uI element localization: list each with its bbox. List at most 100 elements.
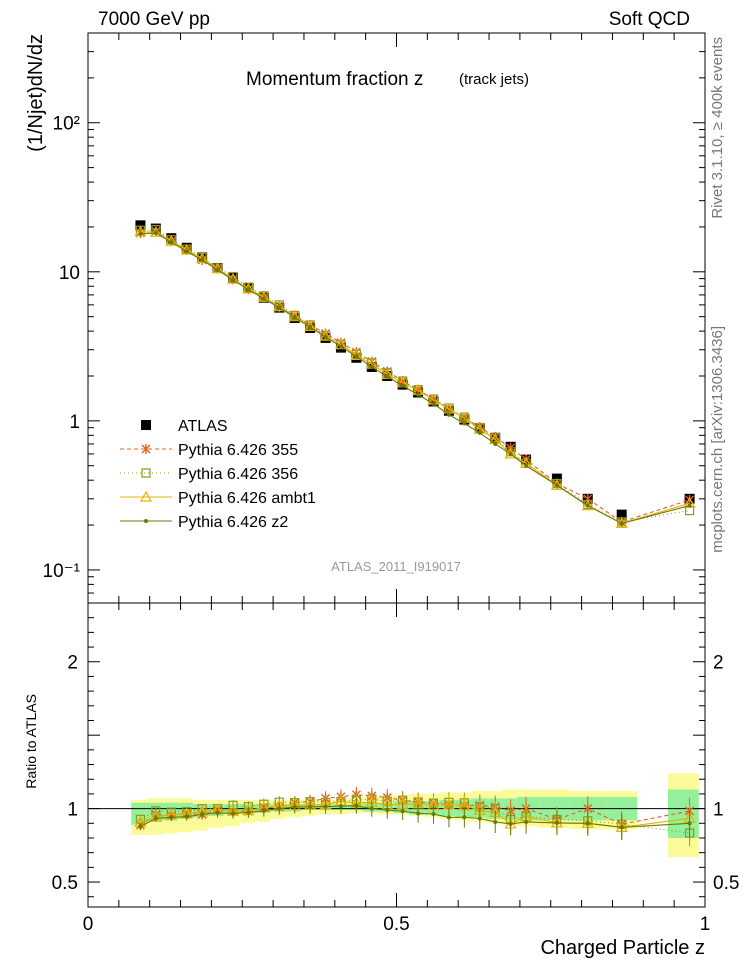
- ratio-4-point: [153, 816, 158, 821]
- ratio-4-point: [138, 824, 143, 829]
- band-green: [667, 789, 699, 838]
- series-0-point: [135, 220, 146, 231]
- series-4-point: [138, 231, 143, 236]
- series-4-point: [153, 231, 158, 236]
- ratio-4-point: [323, 804, 328, 809]
- series-4-point: [323, 335, 328, 340]
- chart-subtitle: (track jets): [459, 71, 529, 88]
- ratio-4-point: [230, 811, 235, 816]
- legend-label: Pythia 6.426 355: [178, 442, 298, 459]
- legend-label: ATLAS: [178, 418, 228, 435]
- series-4-point: [687, 503, 692, 508]
- x-tick-label: 0.5: [383, 914, 409, 935]
- legend-marker: [141, 468, 151, 478]
- ratio-y-tick-label: 1: [67, 800, 78, 821]
- ratio-4-point: [261, 808, 266, 813]
- series-3-point: [196, 252, 209, 264]
- series-4-point: [215, 267, 220, 272]
- category-label: Soft QCD: [609, 9, 690, 30]
- x-tick-label: 0: [83, 914, 94, 935]
- band-green: [362, 802, 378, 812]
- series-4-point: [493, 441, 498, 446]
- series-3-point: [504, 447, 517, 459]
- series-4-point: [369, 364, 374, 369]
- series-line-2: [140, 229, 690, 523]
- ratio-4-point: [200, 812, 205, 817]
- ratio-y-tick-label: 0.5: [52, 873, 78, 894]
- ratio-4-point: [338, 804, 343, 809]
- series-4-point: [524, 463, 529, 468]
- chart-title: Momentum fraction z: [246, 69, 423, 90]
- ratio-4-point: [292, 805, 297, 810]
- y-axis-label: (1/Njet)dN/dz: [25, 34, 47, 152]
- band-green: [393, 801, 409, 814]
- series-3-point: [149, 226, 162, 237]
- series-3-point: [550, 478, 563, 490]
- series-4-point: [554, 483, 559, 488]
- ratio-y-tick-label: 2: [67, 653, 78, 674]
- ratio-line-2: [140, 798, 690, 834]
- band-green: [377, 802, 394, 812]
- ratio-line-4: [140, 805, 690, 828]
- legend-label: Pythia 6.426 356: [178, 466, 298, 483]
- legend-marker: [139, 490, 153, 502]
- series-4-point: [200, 258, 205, 263]
- series-4-point: [431, 401, 436, 406]
- ratio-4-point: [524, 819, 529, 824]
- ratio-4-point: [277, 806, 282, 811]
- ratio-y-tick-label-right: 2: [713, 653, 724, 674]
- series-4-point: [619, 521, 624, 526]
- ratio-4-point: [687, 821, 692, 826]
- series-4-point: [230, 278, 235, 283]
- series-4-point: [585, 503, 590, 508]
- series-4-point: [446, 412, 451, 417]
- ratio-frame: [87, 602, 706, 908]
- legend-label: Pythia 6.426 z2: [178, 514, 288, 531]
- series-4-point: [184, 249, 189, 254]
- ratio-4-point: [354, 803, 359, 808]
- x-axis-label: Charged Particle z: [540, 937, 705, 959]
- ratio-4-point: [431, 812, 436, 817]
- ratio-4-point: [493, 819, 498, 824]
- legend: ATLAS Pythia 6.426 355 Pythia 6.426 356 Pyt…: [120, 418, 316, 531]
- ratio-4-point: [369, 806, 374, 811]
- ratio-4-point: [554, 820, 559, 825]
- series-4-point: [308, 325, 313, 330]
- ratio-4-point: [246, 810, 251, 815]
- series-4-point: [246, 287, 251, 292]
- legend-marker: [141, 420, 151, 430]
- series-4-point: [261, 296, 266, 301]
- ratio-y-tick-label-right: 0.5: [713, 873, 739, 894]
- ratio-4-point: [462, 815, 467, 820]
- series-4-point: [338, 344, 343, 349]
- ratio-4-point: [215, 810, 220, 815]
- series-4-point: [292, 315, 297, 320]
- series-4-point: [477, 430, 482, 435]
- ratio-4-point: [619, 825, 624, 830]
- ratio-4-point: [585, 821, 590, 826]
- series-0-point: [616, 509, 627, 520]
- ratio-series: [134, 786, 696, 847]
- x-tick-label: 1: [700, 914, 711, 935]
- series-4-point: [400, 383, 405, 388]
- legend-label: Pythia 6.426 ambt1: [178, 490, 316, 507]
- source-label: mcplots.cern.ch [arXiv:1306.3436]: [709, 326, 726, 553]
- ratio-4-point: [308, 804, 313, 809]
- series-4-point: [169, 240, 174, 245]
- series-4-point: [385, 374, 390, 379]
- y-tick-label: 1: [69, 412, 80, 433]
- ratio-y-axis-label: Ratio to ATLAS: [23, 694, 39, 789]
- ratio-4-point: [385, 808, 390, 813]
- ratio-4-point: [446, 815, 451, 820]
- y-tick-label: 10⁻¹: [43, 561, 81, 582]
- series-4-point: [416, 392, 421, 397]
- series-4-point: [462, 421, 467, 426]
- rivet-label: Rivet 3.1.10, ≥ 400k events: [709, 37, 726, 219]
- y-tick-label: 10: [59, 263, 80, 284]
- ratio-4-point: [508, 821, 513, 826]
- ratio-y-tick-label-right: 1: [713, 800, 724, 821]
- energy-label: 7000 GeV pp: [98, 9, 210, 30]
- ratio-4-point: [184, 814, 189, 819]
